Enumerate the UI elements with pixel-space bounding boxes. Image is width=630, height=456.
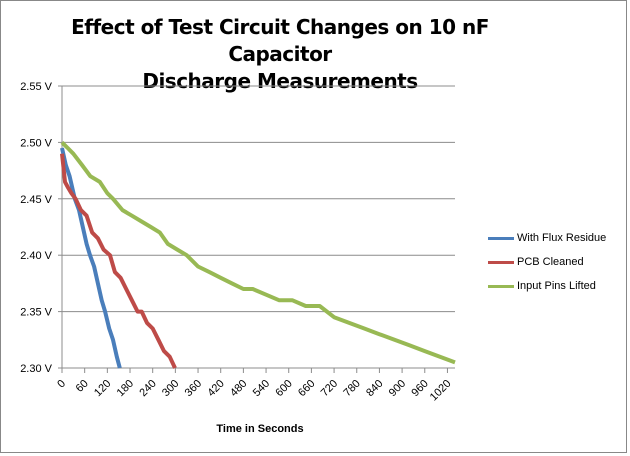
y-tick-label: 2.40 V bbox=[20, 250, 52, 262]
y-tick-label: 2.50 V bbox=[20, 137, 52, 149]
chart-title-line-2: Discharge Measurements bbox=[142, 69, 418, 93]
x-tick-label: 480 bbox=[228, 378, 249, 399]
x-tick-label: 840 bbox=[364, 378, 385, 399]
y-tick-label: 2.55 V bbox=[20, 81, 52, 93]
legend-label: Input Pins Lifted bbox=[517, 280, 596, 292]
x-axis-label: Time in Seconds bbox=[216, 423, 304, 435]
legend-item: With Flux Residue bbox=[488, 232, 606, 244]
x-tick-label: 120 bbox=[92, 378, 113, 399]
series-line-2 bbox=[60, 153, 177, 369]
series-line-1 bbox=[60, 147, 122, 369]
x-tick-label: 240 bbox=[137, 378, 158, 399]
legend-item: Input Pins Lifted bbox=[488, 280, 596, 292]
x-tick-label: 180 bbox=[115, 378, 136, 399]
legend-swatch bbox=[488, 260, 514, 264]
y-tick-label: 2.45 V bbox=[20, 194, 52, 206]
series-line-3 bbox=[60, 140, 456, 365]
legend-swatch bbox=[488, 284, 514, 288]
chart-title-line-1: Effect of Test Circuit Changes on 10 nF … bbox=[71, 15, 489, 66]
legend-label: With Flux Residue bbox=[517, 232, 607, 244]
y-tick-label: 2.30 V bbox=[20, 363, 52, 375]
x-tick-label: 360 bbox=[183, 378, 204, 399]
chart-title: Effect of Test Circuit Changes on 10 nF … bbox=[40, 14, 520, 95]
x-tick-label: 0 bbox=[55, 378, 68, 391]
x-tick-label: 900 bbox=[387, 378, 408, 399]
x-tick-label: 420 bbox=[205, 378, 226, 399]
x-tick-label: 540 bbox=[251, 378, 272, 399]
x-tick-label: 720 bbox=[319, 378, 340, 399]
y-tick-label: 2.35 V bbox=[20, 307, 52, 319]
legend-item: PCB Cleaned bbox=[488, 256, 584, 268]
x-tick-label: 600 bbox=[273, 378, 294, 399]
x-tick-label: 1020 bbox=[428, 378, 454, 404]
legend-label: PCB Cleaned bbox=[517, 256, 584, 268]
legend-swatch bbox=[488, 236, 514, 240]
x-tick-label: 60 bbox=[74, 378, 91, 395]
x-tick-label: 780 bbox=[341, 378, 362, 399]
x-tick-label: 660 bbox=[296, 378, 317, 399]
x-tick-label: 300 bbox=[160, 378, 181, 399]
